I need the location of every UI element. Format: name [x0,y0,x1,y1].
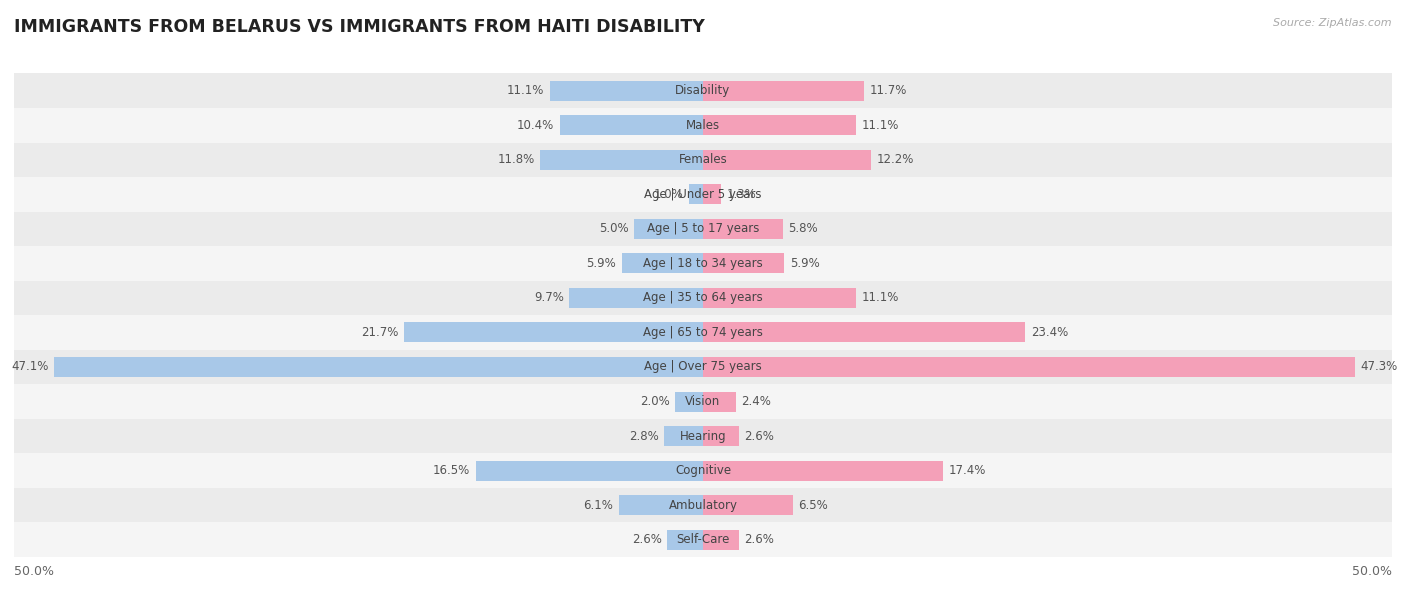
Text: Self-Care: Self-Care [676,533,730,546]
Text: Males: Males [686,119,720,132]
Bar [14,349,1392,384]
Bar [14,523,1392,557]
Text: 2.0%: 2.0% [640,395,669,408]
Text: 1.3%: 1.3% [727,188,756,201]
Text: 21.7%: 21.7% [361,326,398,339]
Bar [475,461,703,480]
Bar [14,488,1392,523]
Text: 5.0%: 5.0% [599,222,628,236]
Bar [14,384,1392,419]
Text: 2.6%: 2.6% [744,533,775,546]
Text: 2.6%: 2.6% [744,430,775,442]
Text: 47.3%: 47.3% [1360,360,1398,373]
Text: 17.4%: 17.4% [948,464,986,477]
Text: Ambulatory: Ambulatory [668,499,738,512]
Bar [14,143,1392,177]
Bar [703,461,943,480]
Text: Age | Over 75 years: Age | Over 75 years [644,360,762,373]
Text: 5.9%: 5.9% [790,257,820,270]
Bar [14,419,1392,453]
Text: 11.8%: 11.8% [498,153,534,166]
Text: 11.7%: 11.7% [870,84,907,97]
Text: Age | Under 5 years: Age | Under 5 years [644,188,762,201]
Bar [703,323,1025,343]
Text: Age | 18 to 34 years: Age | 18 to 34 years [643,257,763,270]
Bar [665,426,703,446]
Bar [540,150,703,170]
Text: 12.2%: 12.2% [876,153,914,166]
Text: Cognitive: Cognitive [675,464,731,477]
Text: 11.1%: 11.1% [862,119,898,132]
Bar [14,212,1392,246]
Bar [550,81,703,101]
Text: 6.1%: 6.1% [583,499,613,512]
Bar [619,495,703,515]
Bar [703,357,1355,377]
Bar [14,246,1392,281]
Text: 50.0%: 50.0% [14,564,53,578]
Bar [14,177,1392,212]
Bar [14,108,1392,143]
Bar [404,323,703,343]
Text: 10.4%: 10.4% [517,119,554,132]
Bar [703,219,783,239]
Text: 11.1%: 11.1% [862,291,898,304]
Bar [703,288,856,308]
Bar [569,288,703,308]
Bar [14,453,1392,488]
Text: 50.0%: 50.0% [1353,564,1392,578]
Bar [621,253,703,274]
Bar [689,184,703,204]
Bar [560,115,703,135]
Bar [703,392,737,411]
Bar [703,115,856,135]
Text: 5.9%: 5.9% [586,257,616,270]
Text: 2.4%: 2.4% [741,395,772,408]
Bar [703,81,865,101]
Bar [703,253,785,274]
Bar [668,529,703,550]
Text: 5.8%: 5.8% [789,222,818,236]
Text: Hearing: Hearing [679,430,727,442]
Bar [634,219,703,239]
Bar [703,150,872,170]
Text: Vision: Vision [685,395,721,408]
Text: 47.1%: 47.1% [11,360,48,373]
Text: Source: ZipAtlas.com: Source: ZipAtlas.com [1274,18,1392,28]
Bar [703,426,738,446]
Bar [703,495,793,515]
Bar [703,529,738,550]
Text: 6.5%: 6.5% [799,499,828,512]
Bar [675,392,703,411]
Bar [14,281,1392,315]
Text: Age | 35 to 64 years: Age | 35 to 64 years [643,291,763,304]
Text: 23.4%: 23.4% [1031,326,1069,339]
Text: IMMIGRANTS FROM BELARUS VS IMMIGRANTS FROM HAITI DISABILITY: IMMIGRANTS FROM BELARUS VS IMMIGRANTS FR… [14,18,704,36]
Text: Age | 5 to 17 years: Age | 5 to 17 years [647,222,759,236]
Text: Females: Females [679,153,727,166]
Text: 2.6%: 2.6% [631,533,662,546]
Bar [53,357,703,377]
Text: 11.1%: 11.1% [508,84,544,97]
Bar [703,184,721,204]
Text: Age | 65 to 74 years: Age | 65 to 74 years [643,326,763,339]
Bar [14,73,1392,108]
Text: Disability: Disability [675,84,731,97]
Text: 9.7%: 9.7% [534,291,564,304]
Text: 2.8%: 2.8% [628,430,659,442]
Text: 1.0%: 1.0% [654,188,683,201]
Bar [14,315,1392,349]
Text: 16.5%: 16.5% [433,464,470,477]
